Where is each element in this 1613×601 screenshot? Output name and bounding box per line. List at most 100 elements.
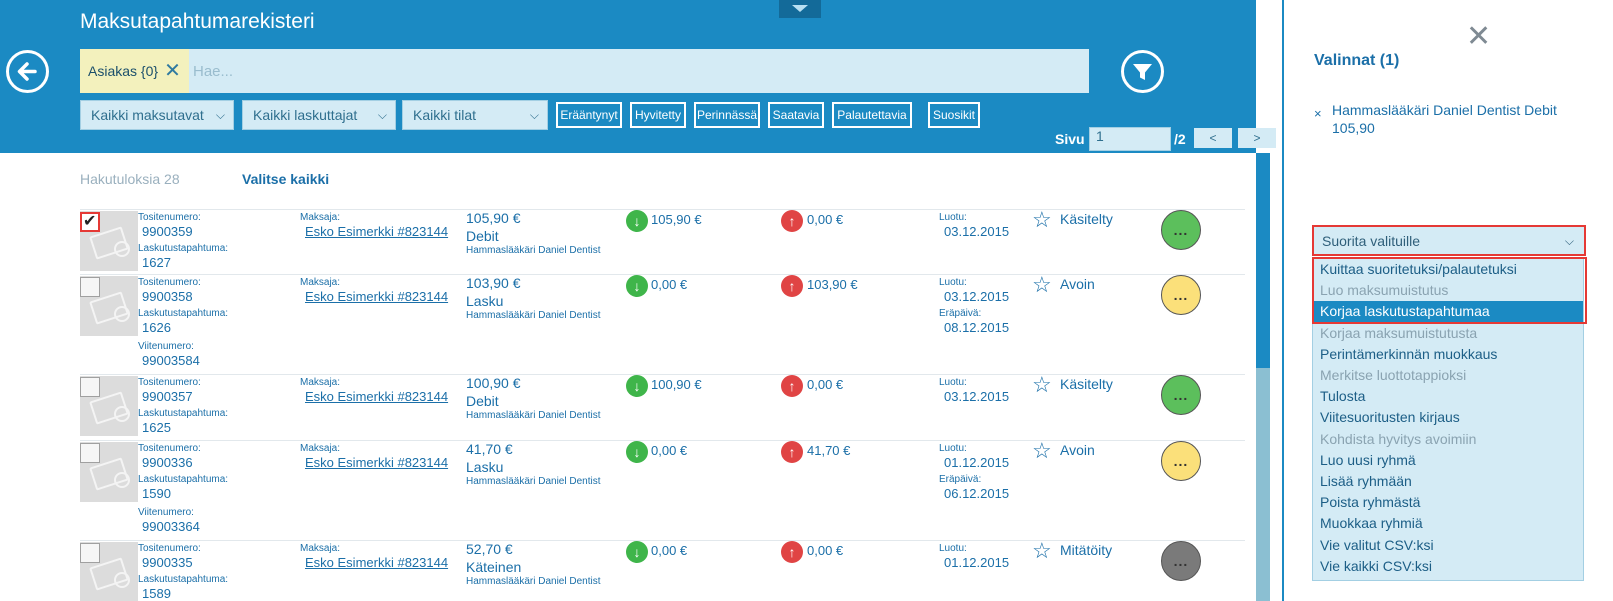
outgoing-amount: 0,00 € [807,543,844,558]
star-icon[interactable]: ☆ [1032,372,1052,397]
page-total: /2 [1174,131,1186,147]
amount: 41,70 € [466,441,513,457]
voucher-label: Tositenumero: [138,212,201,223]
star-icon[interactable]: ☆ [1032,207,1052,232]
status-select[interactable]: Kaikki tilat ⌵ [402,100,548,130]
arrow-up-icon: ↑ [781,441,803,463]
toggle-refundable[interactable]: Palautettavia [832,102,912,128]
payer-link[interactable]: Esko Esimerkki #823144 [305,224,449,239]
close-icon[interactable]: ✕ [164,60,181,82]
payer-link[interactable]: Esko Esimerkki #823144 [305,389,449,404]
toggle-collection[interactable]: Perinnässä [694,102,760,128]
voucher-number: 9900357 [142,389,193,404]
more-actions-button[interactable]: ... [1161,275,1201,315]
arrow-down-icon: ↓ [626,210,648,232]
chevron-down-icon: ⌵ [1564,234,1574,248]
table-row[interactable]: Tositenumero: 9900336 Laskutustapahtuma: 15… [80,440,1245,540]
row-checkbox[interactable] [80,443,100,463]
dropdown-option[interactable]: Lisää ryhmään [1320,473,1412,489]
arrow-up-icon: ↑ [781,210,803,232]
payer-link[interactable]: Esko Esimerkki #823144 [305,455,449,470]
chevron-down-icon: ⌵ [529,108,539,122]
more-actions-button[interactable]: ... [1161,210,1201,250]
filter-button[interactable] [1121,50,1164,93]
table-row[interactable]: Tositenumero: 9900358 Laskutustapahtuma: 16… [80,274,1245,374]
funnel-icon [1133,64,1152,80]
toggle-credited[interactable]: Hyvitetty [630,102,686,128]
reference-label: Viitenumero: [138,507,194,518]
dropdown-option[interactable]: Merkitse luottotappioksi [1320,367,1467,383]
more-actions-button[interactable]: ... [1161,541,1201,581]
select-all-link[interactable]: Valitse kaikki [242,171,330,187]
dropdown-option[interactable]: Perintämerkinnän muokkaus [1320,345,1498,362]
toggle-receivables[interactable]: Saatavia [768,102,824,128]
header-collapse-tab[interactable] [779,0,821,18]
star-icon[interactable]: ☆ [1032,438,1052,463]
chevron-down-icon: ⌵ [377,108,387,122]
payer-label: Maksaja: [300,443,341,454]
due-date: 06.12.2015 [944,486,1010,501]
star-icon[interactable]: ☆ [1032,272,1052,297]
table-row[interactable]: Tositenumero: 9900335 Laskutustapahtuma: 15… [80,540,1245,601]
row-checkbox[interactable] [80,277,100,297]
scrollbar-thumb[interactable] [1256,153,1270,368]
toggle-favorites[interactable]: Suosikit [928,102,980,128]
arrow-down-icon: ↓ [626,275,648,297]
selection-item: Hammaslääkäri Daniel Dentist Debit 105,9… [1332,102,1557,136]
dropdown-option[interactable]: Korjaa maksumuistutusta [1320,324,1478,341]
dropdown-option[interactable]: Luo maksumuistutus [1320,282,1449,299]
dropdown-option[interactable]: Kohdista hyvitys avoimiin [1320,430,1477,447]
dropdown-option[interactable]: Vie valitut CSV:ksi [1320,536,1434,553]
row-checkbox[interactable] [80,377,100,397]
incoming-amount: 105,90 € [651,212,702,227]
dropdown-option[interactable]: Muokkaa ryhmiä [1320,515,1423,532]
biller-name: Hammaslääkäri Daniel Dentist [466,576,601,587]
payment-method-select-label: Kaikki maksutavat [91,107,204,123]
voucher-number: 9900358 [142,289,193,304]
close-icon[interactable]: ✕ [1466,20,1492,53]
payer-link[interactable]: Esko Esimerkki #823144 [305,555,449,570]
payment-method-select[interactable]: Kaikki maksutavat ⌵ [80,100,234,130]
bulk-action-select[interactable]: Suorita valituille ⌵ [1312,225,1586,256]
biller-select-label: Kaikki laskuttajat [253,107,358,123]
dropdown-option[interactable]: Tulosta [1320,388,1366,405]
remove-selection-icon[interactable]: × [1314,106,1322,121]
invoice-event-label: Laskutustapahtuma: [138,308,229,319]
voucher-number: 9900335 [142,555,193,570]
search-bar: Asiakas {0} ✕ [80,49,1089,93]
dropdown-option[interactable]: Vie kaikki CSV:ksi [1320,557,1433,574]
bulk-action-dropdown: Kuittaa suoritetuksi/palautetuksi Luo mak… [1312,257,1584,581]
voucher-number: 9900359 [142,224,193,239]
more-actions-button[interactable]: ... [1161,441,1201,481]
dropdown-option[interactable]: Poista ryhmästä [1320,494,1421,511]
star-icon[interactable]: ☆ [1032,538,1052,563]
invoice-event-label: Laskutustapahtuma: [138,574,229,585]
more-actions-button[interactable]: ... [1161,375,1201,415]
payment-type: Debit [466,228,499,244]
table-row[interactable]: Tositenumero:9900359 Laskutustapahtuma:16… [80,209,1245,274]
arrow-up-icon: ↑ [781,541,803,563]
row-checkbox[interactable] [80,211,100,232]
prev-page-button[interactable]: < [1194,128,1232,148]
biller-select[interactable]: Kaikki laskuttajat ⌵ [242,100,396,130]
payer-link[interactable]: Esko Esimerkki #823144 [305,289,449,304]
dropdown-option[interactable]: Kuittaa suoritetuksi/palautetuksi [1320,261,1517,277]
created-label: Luotu: [939,543,967,554]
status-select-label: Kaikki tilat [413,107,477,123]
dropdown-option[interactable]: Korjaa laskutustapahtumaa [1313,301,1583,323]
page-number-input[interactable]: 1 [1089,127,1171,151]
voucher-number: 9900336 [142,455,193,470]
dropdown-option[interactable]: Luo uusi ryhmä [1320,451,1416,468]
invoice-event-number: 1589 [142,586,171,601]
toggle-overdue[interactable]: Erääntynyt [556,102,622,128]
next-page-button[interactable]: > [1238,128,1276,148]
created-label: Luotu: [939,212,967,223]
page-label: Sivu [1055,131,1085,147]
back-button[interactable] [6,50,49,93]
header-bar: Maksutapahtumarekisteri Asiakas {0} ✕ Ka… [0,0,1276,153]
row-checkbox[interactable] [80,543,100,563]
dropdown-option[interactable]: Viitesuoritusten kirjaus [1320,409,1460,426]
search-input[interactable] [183,49,1063,93]
table-row[interactable]: Tositenumero: 9900357 Laskutustapahtuma: 16… [80,374,1245,440]
voucher-label: Tositenumero: [138,277,201,288]
